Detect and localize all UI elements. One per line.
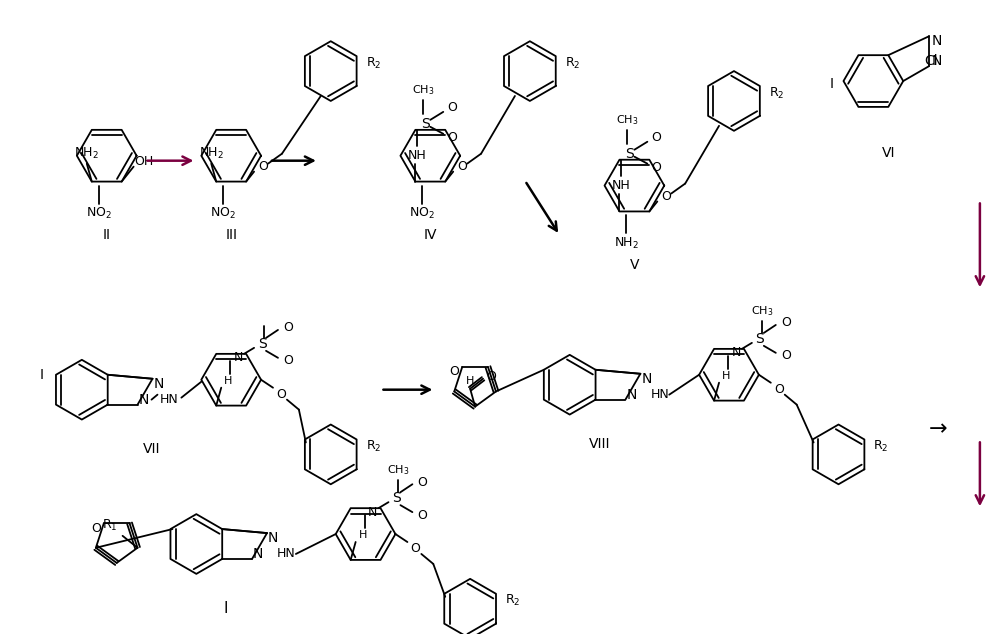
Text: N: N	[368, 505, 377, 519]
Text: O: O	[781, 316, 791, 330]
Text: O: O	[447, 102, 457, 114]
Text: NO$_2$: NO$_2$	[210, 206, 236, 221]
Text: O: O	[417, 509, 427, 521]
Text: VI: VI	[882, 145, 895, 160]
Text: CH$_3$: CH$_3$	[751, 304, 773, 318]
Text: N: N	[932, 54, 942, 68]
Text: O: O	[283, 321, 293, 335]
Text: I: I	[40, 368, 44, 382]
Text: S: S	[625, 147, 634, 161]
Text: O: O	[91, 522, 101, 535]
Text: →: →	[929, 420, 947, 439]
Text: NH: NH	[612, 179, 631, 192]
Text: S: S	[755, 332, 764, 346]
Text: N: N	[731, 346, 741, 359]
Text: NO$_2$: NO$_2$	[86, 206, 112, 221]
Text: R$_2$: R$_2$	[873, 439, 889, 454]
Text: R$_2$: R$_2$	[769, 86, 784, 100]
Text: CH$_3$: CH$_3$	[616, 113, 639, 127]
Text: O: O	[651, 131, 661, 144]
Text: CH$_3$: CH$_3$	[412, 83, 435, 97]
Text: Cl: Cl	[924, 54, 938, 68]
Text: S: S	[258, 337, 266, 351]
Text: O: O	[781, 349, 791, 363]
Text: N: N	[138, 392, 149, 406]
Text: O: O	[449, 366, 459, 378]
Text: NH: NH	[408, 149, 427, 162]
Text: I: I	[830, 77, 834, 91]
Text: I: I	[224, 601, 228, 616]
Text: N: N	[626, 387, 637, 402]
Text: NH$_2$: NH$_2$	[614, 236, 639, 251]
Text: H: H	[722, 371, 730, 381]
Text: O: O	[651, 161, 661, 174]
Text: II: II	[103, 229, 111, 243]
Text: H: H	[466, 376, 474, 385]
Text: VII: VII	[143, 443, 160, 457]
Text: H: H	[358, 530, 367, 540]
Text: NH$_2$: NH$_2$	[199, 146, 224, 161]
Text: O: O	[447, 131, 457, 144]
Text: O: O	[774, 383, 784, 396]
Text: N: N	[233, 351, 243, 364]
Text: R$_2$: R$_2$	[366, 56, 381, 70]
Text: V: V	[630, 258, 639, 272]
Text: R$_2$: R$_2$	[565, 56, 580, 70]
Text: O: O	[258, 160, 268, 173]
Text: O: O	[276, 388, 286, 401]
Text: N: N	[253, 547, 263, 561]
Text: O: O	[417, 476, 427, 489]
Text: N: N	[268, 531, 278, 545]
Text: H: H	[224, 376, 232, 385]
Text: R$_2$: R$_2$	[505, 593, 520, 608]
Text: NO$_2$: NO$_2$	[409, 206, 435, 221]
Text: VIII: VIII	[589, 438, 610, 451]
Text: O: O	[283, 354, 293, 367]
Text: III: III	[225, 229, 237, 243]
Text: O: O	[661, 190, 671, 203]
Text: HN: HN	[650, 388, 669, 401]
Text: O: O	[486, 370, 496, 384]
Text: N: N	[641, 371, 652, 385]
Text: OH: OH	[134, 155, 153, 168]
Text: S: S	[421, 117, 430, 131]
Text: NH$_2$: NH$_2$	[74, 146, 99, 161]
Text: CH$_3$: CH$_3$	[387, 464, 410, 478]
Text: R$_1$: R$_1$	[102, 518, 117, 533]
Text: N: N	[932, 34, 942, 48]
Text: O: O	[457, 160, 467, 173]
Text: HN: HN	[159, 393, 178, 406]
Text: O: O	[410, 542, 420, 556]
Text: R$_2$: R$_2$	[366, 439, 381, 454]
Text: IV: IV	[424, 229, 437, 243]
Text: HN: HN	[277, 547, 296, 561]
Text: N: N	[153, 377, 164, 391]
Text: S: S	[392, 491, 401, 505]
